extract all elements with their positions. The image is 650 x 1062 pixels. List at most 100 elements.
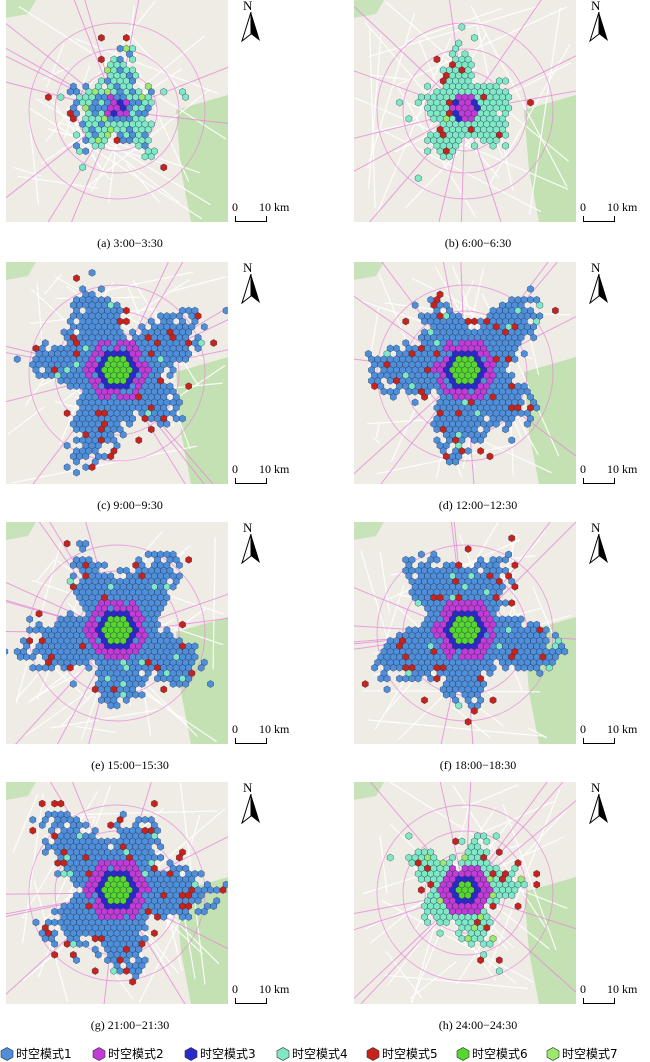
hex-cell — [138, 690, 146, 699]
hex-cell — [51, 799, 58, 808]
scale-bar: 0 10 km — [580, 200, 650, 224]
road-major — [136, 617, 228, 631]
road-minor — [532, 585, 555, 637]
hex-cell — [194, 907, 202, 916]
hex-cell — [443, 918, 450, 927]
scale-zero: 0 — [232, 200, 238, 214]
hex-cell — [76, 940, 83, 948]
legend-label: 时空模式2 — [108, 1047, 164, 1061]
hex-cell — [57, 376, 65, 385]
hexagon-icon — [546, 1047, 560, 1061]
hex-cell — [73, 425, 80, 434]
road-minor — [50, 708, 161, 729]
road-minor — [370, 74, 407, 81]
hex-cell — [421, 696, 428, 705]
hex-cell — [179, 414, 186, 423]
hex-cell — [42, 371, 49, 380]
hex-cell — [486, 452, 494, 461]
hex-cell — [85, 663, 93, 672]
hex-cell — [35, 371, 43, 380]
scale-bar: 0 10 km — [232, 982, 302, 1006]
road-minor — [528, 7, 561, 215]
scale-ten-km: 10 km — [607, 462, 638, 476]
hex-cell — [414, 174, 422, 183]
hex-cell — [113, 136, 121, 145]
scale-ten-km: 10 km — [607, 722, 638, 736]
road-minor — [28, 116, 40, 205]
road-major — [6, 122, 102, 199]
hex-cell — [194, 896, 202, 905]
road-minor — [510, 529, 516, 623]
hex-cell — [57, 93, 65, 102]
north-label: N — [591, 780, 601, 795]
hex-cell — [197, 869, 205, 878]
hex-cell — [82, 463, 90, 472]
hex-cell — [201, 907, 208, 916]
road-minor — [138, 903, 189, 1004]
road-minor — [369, 893, 432, 944]
hex-cell — [32, 918, 40, 927]
hex-cell — [396, 674, 403, 683]
hex-cell — [123, 317, 130, 326]
hex-cell — [502, 555, 509, 564]
hex-cell — [511, 582, 519, 591]
hex-cell — [511, 355, 519, 364]
north-arrow-icon — [241, 274, 260, 304]
hex-map — [6, 522, 228, 744]
scale-bar: 0 10 km — [580, 462, 650, 486]
hex-cell — [408, 859, 416, 867]
hex-cell — [73, 880, 80, 889]
hex-cell — [201, 322, 208, 331]
north-label: N — [243, 0, 253, 13]
hex-cell — [182, 93, 189, 102]
hex-cell — [101, 452, 108, 461]
hex-cell — [160, 163, 168, 172]
road-minor — [385, 950, 423, 999]
hex-cell — [29, 826, 37, 835]
hex-cell — [82, 940, 90, 948]
hex-cell — [116, 967, 124, 975]
hex-cell — [169, 582, 177, 591]
road-minor — [57, 560, 76, 574]
road-minor — [380, 128, 542, 213]
hex-cell — [446, 457, 453, 466]
hex-cell — [129, 977, 136, 986]
hex-cell — [98, 696, 105, 705]
hex-cell — [411, 387, 419, 396]
hex-cell — [489, 902, 497, 911]
hex-cell — [489, 696, 497, 705]
scale-bar-line — [583, 738, 615, 744]
hex-cell — [123, 33, 130, 42]
hex-cell — [508, 891, 516, 900]
road-major — [360, 907, 452, 1004]
hex-cell — [443, 690, 450, 699]
hex-cell — [116, 44, 124, 53]
road-major — [354, 115, 446, 139]
map-panel: N 0 10 km (a) 3:00−3:30 — [0, 0, 325, 262]
north-arrow: N — [238, 0, 266, 44]
road-minor — [12, 793, 39, 854]
hexagon-icon — [366, 1047, 380, 1061]
hex-cell — [424, 918, 431, 927]
hex-cell — [464, 131, 472, 139]
hex-cell — [527, 285, 534, 293]
hex-cell — [433, 674, 441, 683]
hex-cell — [172, 414, 180, 423]
hex-cell — [91, 141, 99, 150]
north-label: N — [243, 260, 253, 275]
map-panel: N 0 10 km (e) 15:00−15:30 — [0, 520, 325, 784]
hex-cell — [148, 425, 155, 434]
map-panel: N 0 10 km (d) 12:00−12:30 — [348, 260, 650, 524]
road-major — [354, 587, 447, 626]
green-area — [6, 0, 36, 18]
scale-bar-line — [235, 216, 267, 222]
green-area — [6, 522, 36, 540]
hex-cell — [26, 626, 33, 634]
legend-label: 时空模式5 — [382, 1047, 438, 1061]
road-minor — [35, 559, 56, 583]
scale-ten-km: 10 km — [259, 982, 290, 996]
hex-cell — [405, 114, 413, 123]
hex-cell — [421, 393, 428, 401]
green-area — [354, 782, 384, 800]
hex-cell — [483, 837, 491, 846]
